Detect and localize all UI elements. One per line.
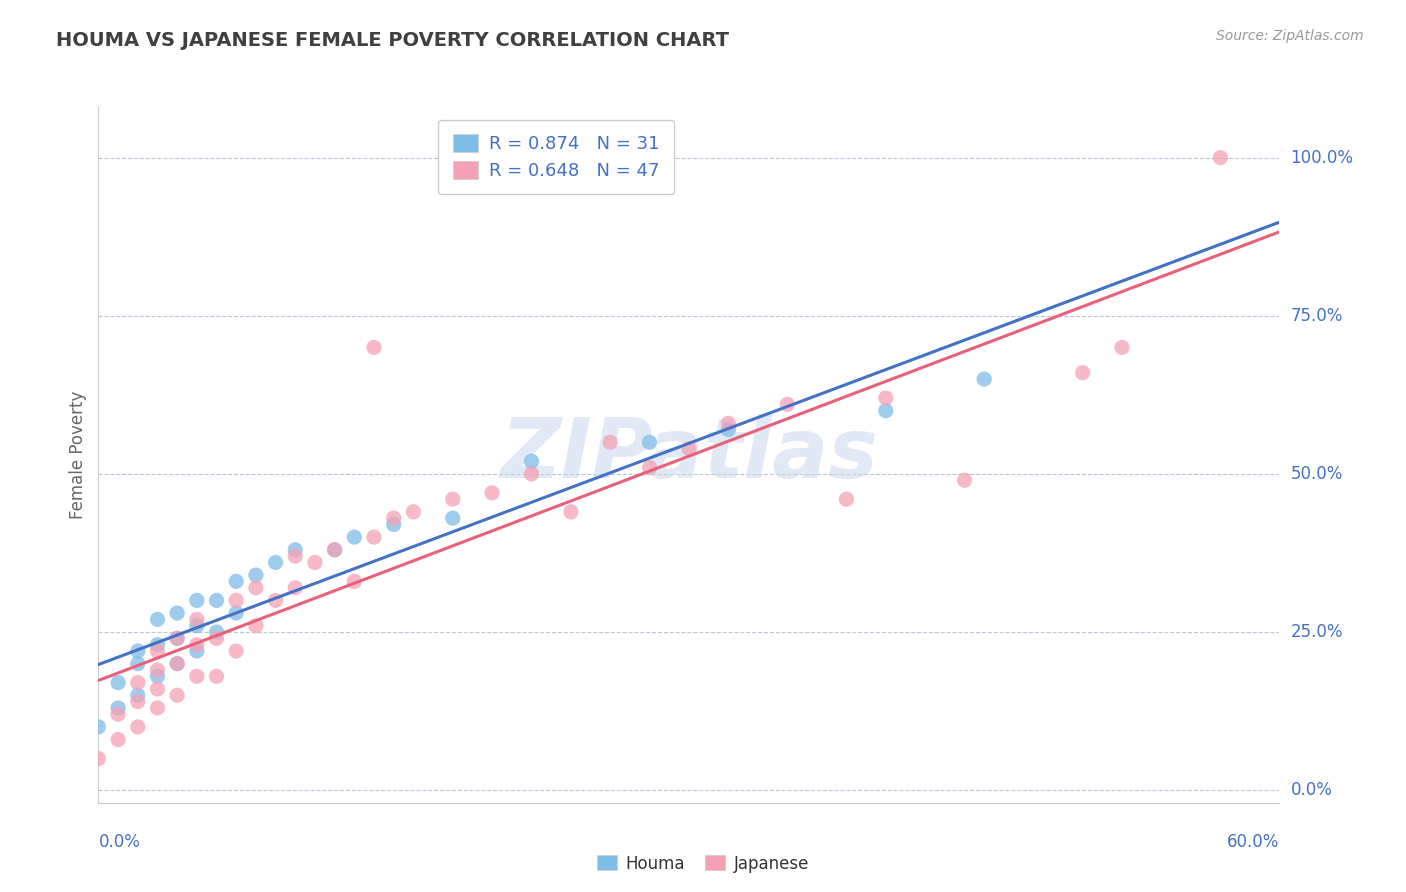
Text: 75.0%: 75.0% bbox=[1291, 307, 1343, 325]
Point bbox=[107, 675, 129, 690]
Point bbox=[599, 435, 621, 450]
Point bbox=[205, 593, 228, 607]
Point bbox=[264, 593, 287, 607]
Point bbox=[520, 454, 543, 468]
Point bbox=[560, 505, 582, 519]
Point bbox=[166, 657, 188, 671]
Point bbox=[127, 657, 149, 671]
Point bbox=[186, 638, 208, 652]
Point bbox=[205, 669, 228, 683]
Point bbox=[1071, 366, 1094, 380]
Point bbox=[205, 632, 228, 646]
Point bbox=[441, 492, 464, 507]
Point bbox=[343, 530, 366, 544]
Point bbox=[186, 612, 208, 626]
Point bbox=[186, 644, 208, 658]
Point bbox=[363, 340, 385, 354]
Point bbox=[127, 720, 149, 734]
Point bbox=[186, 669, 208, 683]
Text: ZIPatlas: ZIPatlas bbox=[501, 415, 877, 495]
Point bbox=[363, 530, 385, 544]
Point bbox=[638, 460, 661, 475]
Text: 0.0%: 0.0% bbox=[98, 833, 141, 851]
Point bbox=[225, 606, 247, 620]
Point bbox=[225, 574, 247, 589]
Point bbox=[284, 581, 307, 595]
Text: 50.0%: 50.0% bbox=[1291, 465, 1343, 483]
Point bbox=[520, 467, 543, 481]
Point bbox=[107, 732, 129, 747]
Point bbox=[776, 397, 799, 411]
Point bbox=[166, 606, 188, 620]
Point bbox=[127, 688, 149, 702]
Point bbox=[87, 751, 110, 765]
Point bbox=[441, 511, 464, 525]
Point bbox=[186, 618, 208, 632]
Legend: R = 0.874   N = 31, R = 0.648   N = 47: R = 0.874 N = 31, R = 0.648 N = 47 bbox=[439, 120, 673, 194]
Text: 60.0%: 60.0% bbox=[1227, 833, 1279, 851]
Point bbox=[146, 644, 169, 658]
Text: 100.0%: 100.0% bbox=[1291, 149, 1354, 167]
Point bbox=[264, 556, 287, 570]
Point bbox=[166, 688, 188, 702]
Point bbox=[717, 417, 740, 431]
Point bbox=[245, 581, 267, 595]
Y-axis label: Female Poverty: Female Poverty bbox=[69, 391, 87, 519]
Point bbox=[323, 542, 346, 557]
Point bbox=[678, 442, 700, 456]
Point bbox=[166, 657, 188, 671]
Point bbox=[186, 593, 208, 607]
Point bbox=[127, 675, 149, 690]
Point bbox=[146, 638, 169, 652]
Point bbox=[284, 542, 307, 557]
Point bbox=[402, 505, 425, 519]
Point bbox=[284, 549, 307, 563]
Point bbox=[343, 574, 366, 589]
Point bbox=[225, 593, 247, 607]
Text: Source: ZipAtlas.com: Source: ZipAtlas.com bbox=[1216, 29, 1364, 43]
Point bbox=[304, 556, 326, 570]
Point bbox=[481, 486, 503, 500]
Point bbox=[875, 391, 897, 405]
Point bbox=[146, 701, 169, 715]
Point bbox=[835, 492, 858, 507]
Point bbox=[323, 542, 346, 557]
Point bbox=[146, 612, 169, 626]
Point bbox=[717, 423, 740, 437]
Point bbox=[973, 372, 995, 386]
Legend: Houma, Japanese: Houma, Japanese bbox=[591, 848, 815, 880]
Point bbox=[245, 568, 267, 582]
Point bbox=[875, 403, 897, 417]
Point bbox=[1209, 151, 1232, 165]
Point bbox=[127, 695, 149, 709]
Point bbox=[107, 701, 129, 715]
Point bbox=[87, 720, 110, 734]
Point bbox=[127, 644, 149, 658]
Text: HOUMA VS JAPANESE FEMALE POVERTY CORRELATION CHART: HOUMA VS JAPANESE FEMALE POVERTY CORRELA… bbox=[56, 31, 730, 50]
Point bbox=[953, 473, 976, 487]
Point bbox=[638, 435, 661, 450]
Point bbox=[225, 644, 247, 658]
Point bbox=[166, 632, 188, 646]
Text: 0.0%: 0.0% bbox=[1291, 781, 1333, 799]
Point bbox=[382, 517, 405, 532]
Point bbox=[245, 618, 267, 632]
Point bbox=[1111, 340, 1133, 354]
Point bbox=[107, 707, 129, 722]
Point bbox=[205, 625, 228, 640]
Point bbox=[146, 681, 169, 696]
Point bbox=[146, 663, 169, 677]
Text: 25.0%: 25.0% bbox=[1291, 623, 1343, 641]
Point bbox=[166, 632, 188, 646]
Point bbox=[382, 511, 405, 525]
Point bbox=[146, 669, 169, 683]
